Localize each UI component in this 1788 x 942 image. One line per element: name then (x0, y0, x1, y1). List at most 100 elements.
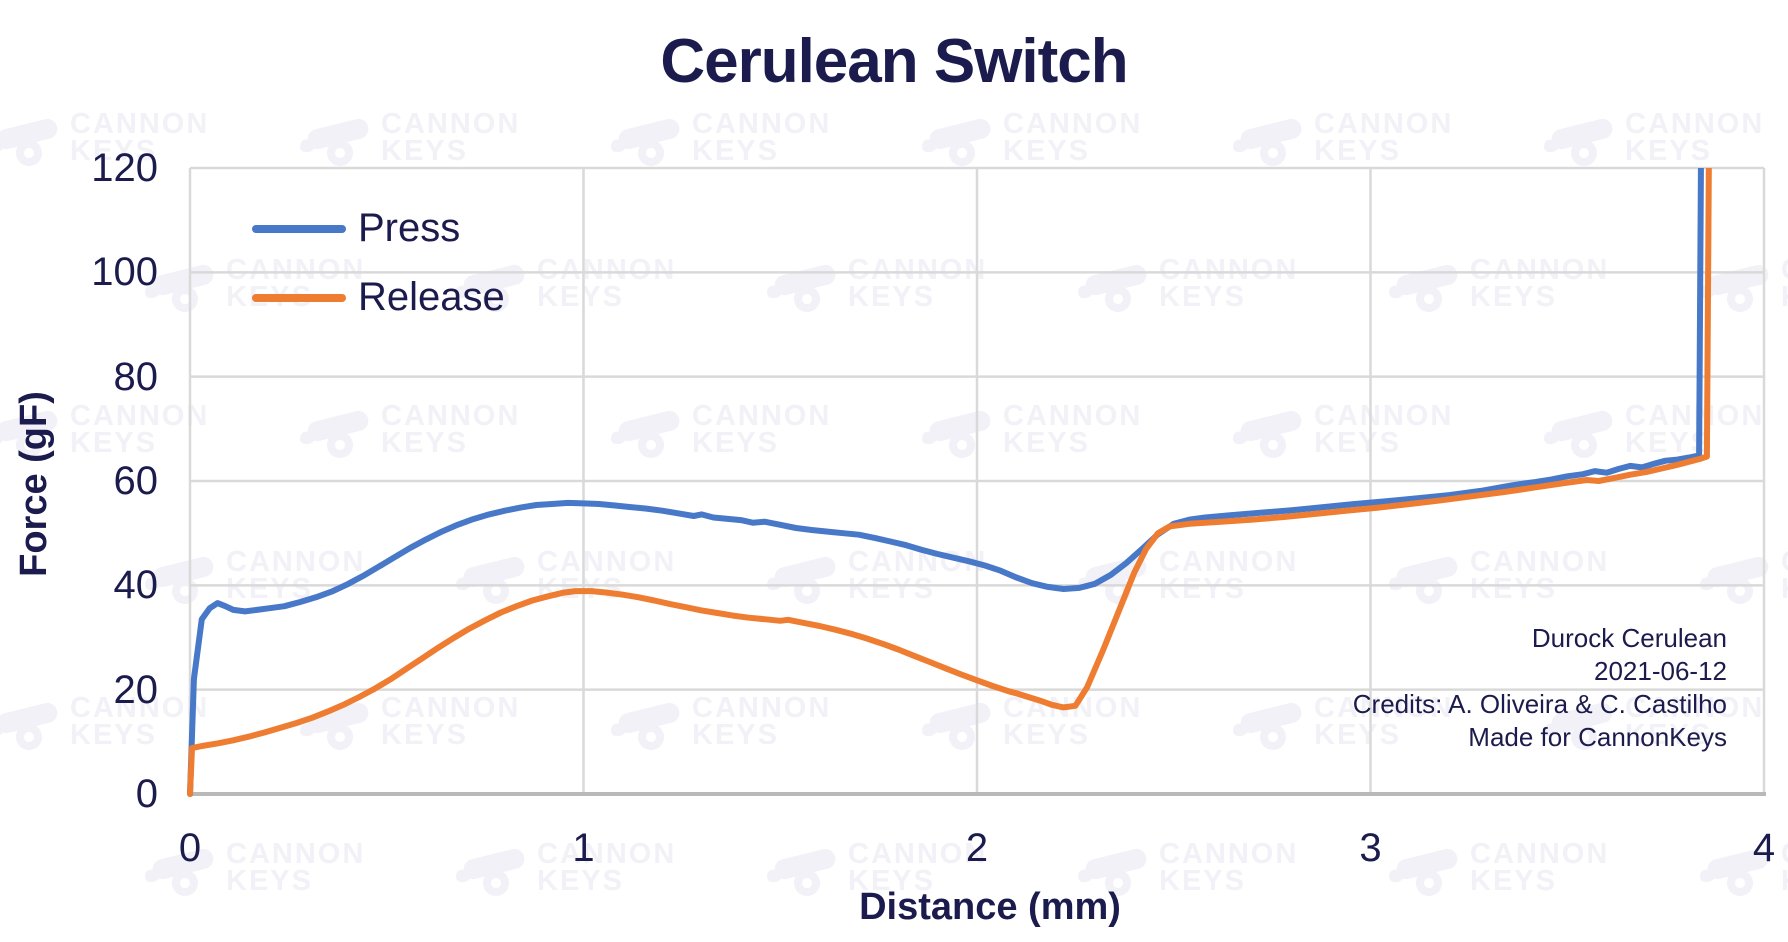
watermark-text: CANNON (537, 546, 677, 578)
watermark-text: CANNON (1314, 400, 1454, 432)
cannon-icon (1233, 702, 1302, 750)
watermark-text: KEYS (381, 719, 468, 751)
cannon-icon (922, 702, 991, 750)
watermark-text: CANNON (692, 108, 832, 140)
watermark-text: KEYS (848, 281, 935, 313)
cannon-icon (300, 118, 369, 166)
watermark-text: KEYS (1314, 719, 1401, 751)
watermark-text: KEYS (381, 135, 468, 167)
cannon-icon (922, 410, 991, 458)
watermark-text: CANNON (1625, 108, 1765, 140)
chart-title: Cerulean Switch (660, 27, 1128, 96)
watermark-text: CANNON (1159, 838, 1299, 870)
cannon-icon (1389, 556, 1458, 604)
annotation-line: 2021-06-12 (1594, 656, 1727, 686)
cannon-icon (300, 702, 369, 750)
watermark-text: KEYS (1625, 427, 1712, 459)
cannon-icon (145, 848, 214, 896)
watermark-text: KEYS (226, 573, 313, 605)
watermark-text: KEYS (1314, 427, 1401, 459)
watermark-text: KEYS (692, 427, 779, 459)
watermark-text: CANNON (70, 108, 210, 140)
x-tick-label: 1 (572, 826, 595, 870)
watermark-text: KEYS (848, 865, 935, 897)
watermark-text: CANNON (1781, 256, 1788, 285)
watermark-text: KEYS (381, 427, 468, 459)
watermark-text: KEYS (1470, 865, 1557, 897)
watermark-text: KEYS (1781, 867, 1788, 896)
watermark-text: CANNON (381, 400, 521, 432)
x-tick-label: 2 (965, 826, 989, 870)
watermark-text: KEYS (70, 719, 157, 751)
annotation-line: Credits: A. Oliveira & C. Castilho (1352, 689, 1727, 719)
watermark-text: KEYS (1314, 135, 1401, 167)
cannon-icon (767, 848, 836, 896)
watermark-text: KEYS (692, 719, 779, 751)
x-tick-label: 4 (1752, 826, 1776, 870)
watermark-text: KEYS (70, 135, 157, 167)
annotation-line: Durock Cerulean (1531, 623, 1727, 653)
x-tick-label: 3 (1359, 826, 1382, 870)
cannon-icon (1233, 118, 1302, 166)
cannon-icon (1544, 410, 1613, 458)
watermark-text: KEYS (70, 427, 157, 459)
y-tick-label: 40 (113, 563, 159, 608)
watermark-text: KEYS (1003, 427, 1090, 459)
watermark-text: KEYS (1470, 573, 1557, 605)
watermark-text: CANNON (1781, 840, 1788, 869)
watermark-text: KEYS (1781, 283, 1788, 312)
watermark-text: KEYS (1625, 135, 1712, 167)
watermark-text: CANNON (381, 108, 521, 140)
cannon-icon (0, 410, 58, 458)
cannon-icon (300, 410, 369, 458)
watermark-text: CANNON (1470, 254, 1610, 286)
watermark-text: KEYS (226, 865, 313, 897)
watermark-text: CANNON (1314, 108, 1454, 140)
watermark-text: KEYS (1159, 573, 1246, 605)
watermark-text: CANNON (1159, 254, 1299, 286)
legend-swatch (252, 224, 346, 233)
watermark-text: KEYS (537, 865, 624, 897)
cannon-icon (456, 848, 525, 896)
watermark-text: CANNON (1625, 400, 1765, 432)
watermark-text: KEYS (1003, 135, 1090, 167)
cannon-icon (611, 118, 680, 166)
watermark-text: CANNON (226, 546, 366, 578)
watermark-text: KEYS (1003, 719, 1090, 751)
x-tick-label: 0 (178, 826, 202, 870)
x-axis-title: Distance (mm) (859, 886, 1121, 928)
watermark-text: CANNON (1003, 108, 1143, 140)
watermark-text: CANNON (848, 254, 988, 286)
watermark-text: CANNON (381, 692, 521, 724)
y-tick-label: 20 (113, 667, 159, 712)
cannon-icon (1544, 118, 1613, 166)
watermark-text: CANNON (1625, 692, 1765, 724)
watermark-text: KEYS (848, 573, 935, 605)
release-curve (187, 168, 1712, 797)
watermark-text: CANNON (1781, 548, 1788, 577)
cannon-icon (0, 118, 58, 166)
watermark-text: CANNON (1470, 838, 1610, 870)
y-tick-label: 100 (91, 250, 158, 295)
